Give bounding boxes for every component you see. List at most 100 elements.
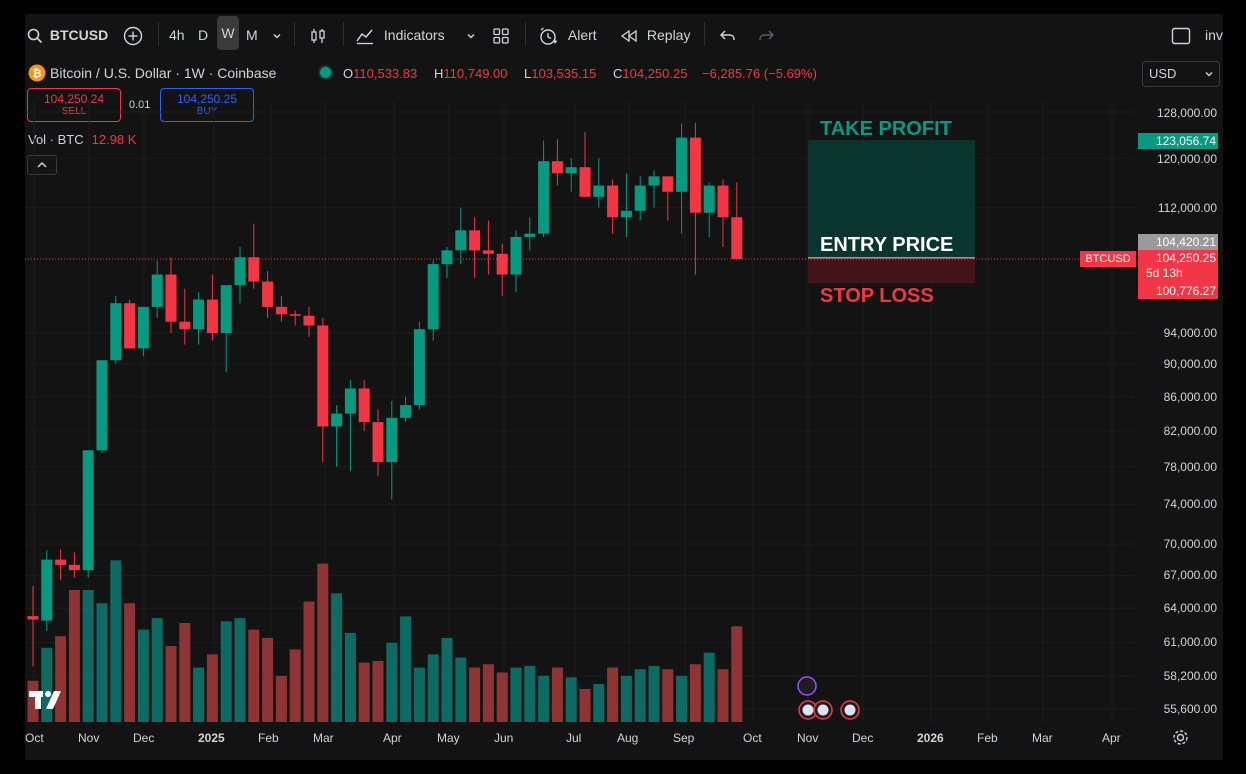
price-tick: 82,000.00	[1163, 424, 1217, 438]
volume-bar	[151, 618, 163, 722]
candle-type-button[interactable]	[309, 24, 327, 46]
tradingview-logo[interactable]	[29, 689, 63, 711]
market-open-dot	[320, 67, 331, 78]
alert-label: Alert	[567, 27, 597, 43]
time-tick: Dec	[852, 731, 874, 745]
interval-w[interactable]: W	[217, 16, 239, 50]
chart-window: BTCUSD 4h D W M Indicators Alert	[25, 14, 1223, 760]
candle-body	[303, 315, 315, 326]
collapse-legend-button[interactable]	[27, 155, 57, 175]
price-tick: 128,000.00	[1156, 106, 1217, 120]
volume-bar	[496, 672, 508, 722]
volume-bar	[234, 618, 246, 722]
candle-body	[124, 303, 136, 349]
volume-indicator[interactable]: Vol · BTC 12.98 K	[28, 132, 137, 147]
time-tick: 2025	[198, 731, 225, 745]
search-icon	[27, 28, 43, 44]
volume-bar	[275, 675, 287, 722]
replay-button[interactable]: Replay	[620, 24, 690, 46]
volume-bar	[427, 654, 439, 722]
time-tick: Nov	[797, 731, 819, 745]
candle-body	[400, 405, 412, 418]
volume-bar	[648, 665, 660, 722]
volume-bar	[55, 636, 67, 722]
currency-select[interactable]: USD	[1142, 61, 1220, 87]
candle-body	[717, 185, 729, 218]
redo-button[interactable]	[757, 24, 775, 46]
time-tick: May	[437, 731, 460, 745]
indicators-button[interactable]: Indicators	[355, 24, 445, 46]
take-profit-label: TAKE PROFIT	[820, 118, 952, 140]
toolbar-divider	[525, 22, 526, 46]
volume-bar	[413, 667, 425, 722]
volume-bar	[607, 667, 619, 722]
candle-body	[262, 281, 274, 307]
time-tick: Nov	[78, 731, 100, 745]
candle-body	[607, 185, 619, 218]
time-tick: Jul	[566, 731, 582, 745]
alert-button[interactable]: Alert	[538, 24, 597, 46]
bar-countdown: 5d 13h	[1146, 266, 1183, 280]
candle-body	[551, 161, 563, 174]
toolbar-divider	[704, 22, 705, 46]
price-chart[interactable]	[25, 14, 1223, 760]
candle-body	[275, 306, 287, 315]
take-profit-price-tag: 123,056.74	[1138, 133, 1218, 149]
candle-type-icon	[311, 29, 325, 44]
volume-bar	[551, 667, 563, 722]
candle-body	[579, 167, 591, 197]
candle-body	[620, 210, 632, 218]
candle-body	[206, 299, 218, 334]
volume-bar	[469, 667, 481, 722]
fullscreen-button[interactable]	[1171, 24, 1191, 46]
undo-button[interactable]	[719, 24, 737, 46]
layout-button[interactable]	[492, 24, 510, 46]
volume-bar	[110, 560, 122, 722]
volume-bar	[579, 689, 591, 722]
price-change: −6,285.76 (−5.69%)	[702, 66, 817, 81]
volume-bar	[206, 654, 218, 722]
candle-body	[372, 422, 384, 463]
time-tick: Feb	[977, 731, 998, 745]
candle-body	[441, 250, 453, 265]
time-tick: Aug	[617, 731, 639, 745]
volume-bar	[510, 667, 522, 722]
interval-d[interactable]: D	[198, 27, 209, 43]
candle-body	[634, 185, 646, 211]
interval-dropdown[interactable]	[271, 24, 283, 46]
candle-body	[289, 314, 301, 316]
overflow-text[interactable]: inv	[1205, 27, 1223, 43]
volume-bar	[634, 669, 646, 722]
add-symbol-button[interactable]	[123, 24, 143, 46]
candle-body	[689, 137, 701, 213]
settings-icon[interactable]	[1172, 729, 1189, 746]
candle-body	[151, 274, 163, 307]
take-profit-zone	[808, 140, 975, 258]
indicators-dropdown[interactable]	[465, 24, 477, 46]
stop-loss-zone	[808, 257, 975, 284]
candle-body	[676, 137, 688, 192]
svg-text:₿: ₿	[33, 68, 42, 80]
interval-4h[interactable]: 4h	[169, 27, 185, 43]
candle-body	[482, 250, 494, 254]
time-tick: Mar	[1032, 731, 1053, 745]
price-tick: 74,000.00	[1163, 497, 1217, 511]
candle-body	[220, 285, 232, 334]
symbol-title[interactable]: Bitcoin / U.S. Dollar · 1W · Coinbase	[50, 65, 277, 81]
symbol-search[interactable]: BTCUSD	[27, 24, 108, 46]
price-tick: 112,000.00	[1157, 201, 1217, 215]
layout-icon	[493, 28, 509, 44]
volume-bar	[344, 632, 356, 722]
stop-loss-price-tag: 100,776.27	[1138, 283, 1218, 299]
volume-bar	[179, 623, 191, 722]
candle-body	[82, 450, 94, 571]
volume-bar	[441, 637, 453, 722]
entry-price-tag: 104,420.21	[1138, 234, 1218, 250]
price-tick: 78,000.00	[1163, 460, 1217, 474]
volume-bar	[593, 684, 605, 722]
volume-bar	[358, 662, 370, 722]
time-tick: Oct	[743, 731, 762, 745]
entry-price-label: ENTRY PRICE	[820, 234, 954, 256]
interval-m[interactable]: M	[246, 27, 258, 43]
volume-bar	[289, 649, 301, 722]
